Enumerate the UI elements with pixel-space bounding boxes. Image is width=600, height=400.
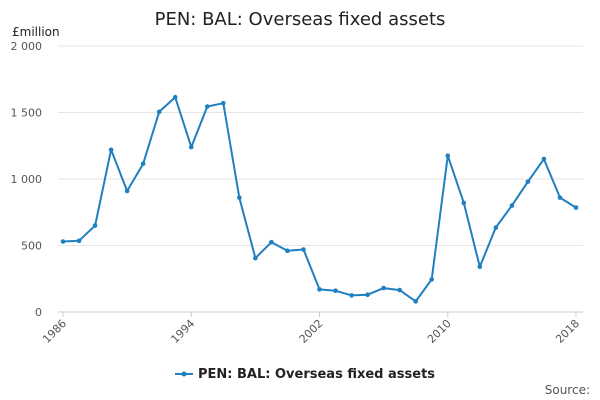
x-tick-label: 2002 (297, 317, 326, 346)
legend-marker (181, 371, 187, 377)
data-point[interactable] (525, 179, 531, 184)
data-point[interactable] (76, 238, 82, 244)
y-tick-label: 500 (21, 240, 42, 253)
y-tick-labels: 0 500 1 000 1 500 2 000 (11, 40, 43, 319)
data-point[interactable] (493, 225, 499, 230)
data-point[interactable] (381, 285, 386, 291)
x-tick-label: 1986 (40, 317, 69, 346)
y-tick-label: 0 (35, 306, 42, 319)
legend-label: PEN: BAL: Overseas fixed assets (198, 367, 435, 382)
data-point[interactable] (573, 205, 579, 210)
data-point[interactable] (541, 156, 547, 162)
data-point[interactable] (124, 188, 130, 194)
data-point[interactable] (60, 239, 66, 244)
x-tick-label: 2018 (553, 317, 582, 346)
data-point[interactable] (333, 288, 338, 294)
data-point[interactable] (108, 147, 114, 153)
data-point[interactable] (237, 195, 242, 200)
data-point[interactable] (557, 195, 563, 200)
data-point[interactable] (204, 104, 210, 109)
data-point[interactable] (365, 292, 370, 298)
data-point[interactable] (429, 277, 435, 282)
gridlines (58, 45, 583, 246)
series-line (62, 96, 577, 303)
y-axis-label: £million (12, 25, 60, 39)
x-tick-label: 1994 (168, 317, 197, 346)
data-point[interactable] (461, 200, 467, 206)
y-tick-label: 1 500 (11, 107, 43, 120)
data-point[interactable] (445, 153, 451, 159)
chart-title: PEN: BAL: Overseas fixed assets (155, 9, 446, 30)
data-point[interactable] (253, 255, 258, 261)
data-point[interactable] (285, 248, 290, 254)
y-tick-label: 2 000 (11, 40, 43, 53)
data-point[interactable] (269, 239, 274, 245)
data-point[interactable] (509, 203, 515, 208)
data-point[interactable] (156, 109, 162, 115)
data-point[interactable] (349, 293, 354, 298)
data-points (60, 94, 579, 304)
data-point[interactable] (140, 161, 146, 167)
data-point[interactable] (172, 94, 178, 100)
data-point[interactable] (317, 287, 322, 292)
data-point[interactable] (188, 144, 194, 150)
data-point[interactable] (413, 299, 418, 304)
data-point[interactable] (92, 223, 98, 228)
data-point[interactable] (221, 100, 226, 106)
legend[interactable]: PEN: BAL: Overseas fixed assets (175, 367, 435, 382)
source-label: Source: (545, 383, 590, 397)
x-tick-labels: 1986 1994 2002 2010 2018 (40, 312, 582, 346)
data-point[interactable] (301, 247, 306, 252)
x-tick-label: 2010 (425, 317, 454, 346)
data-point[interactable] (477, 264, 483, 270)
y-tick-label: 1 000 (11, 173, 43, 186)
data-point[interactable] (397, 287, 402, 293)
